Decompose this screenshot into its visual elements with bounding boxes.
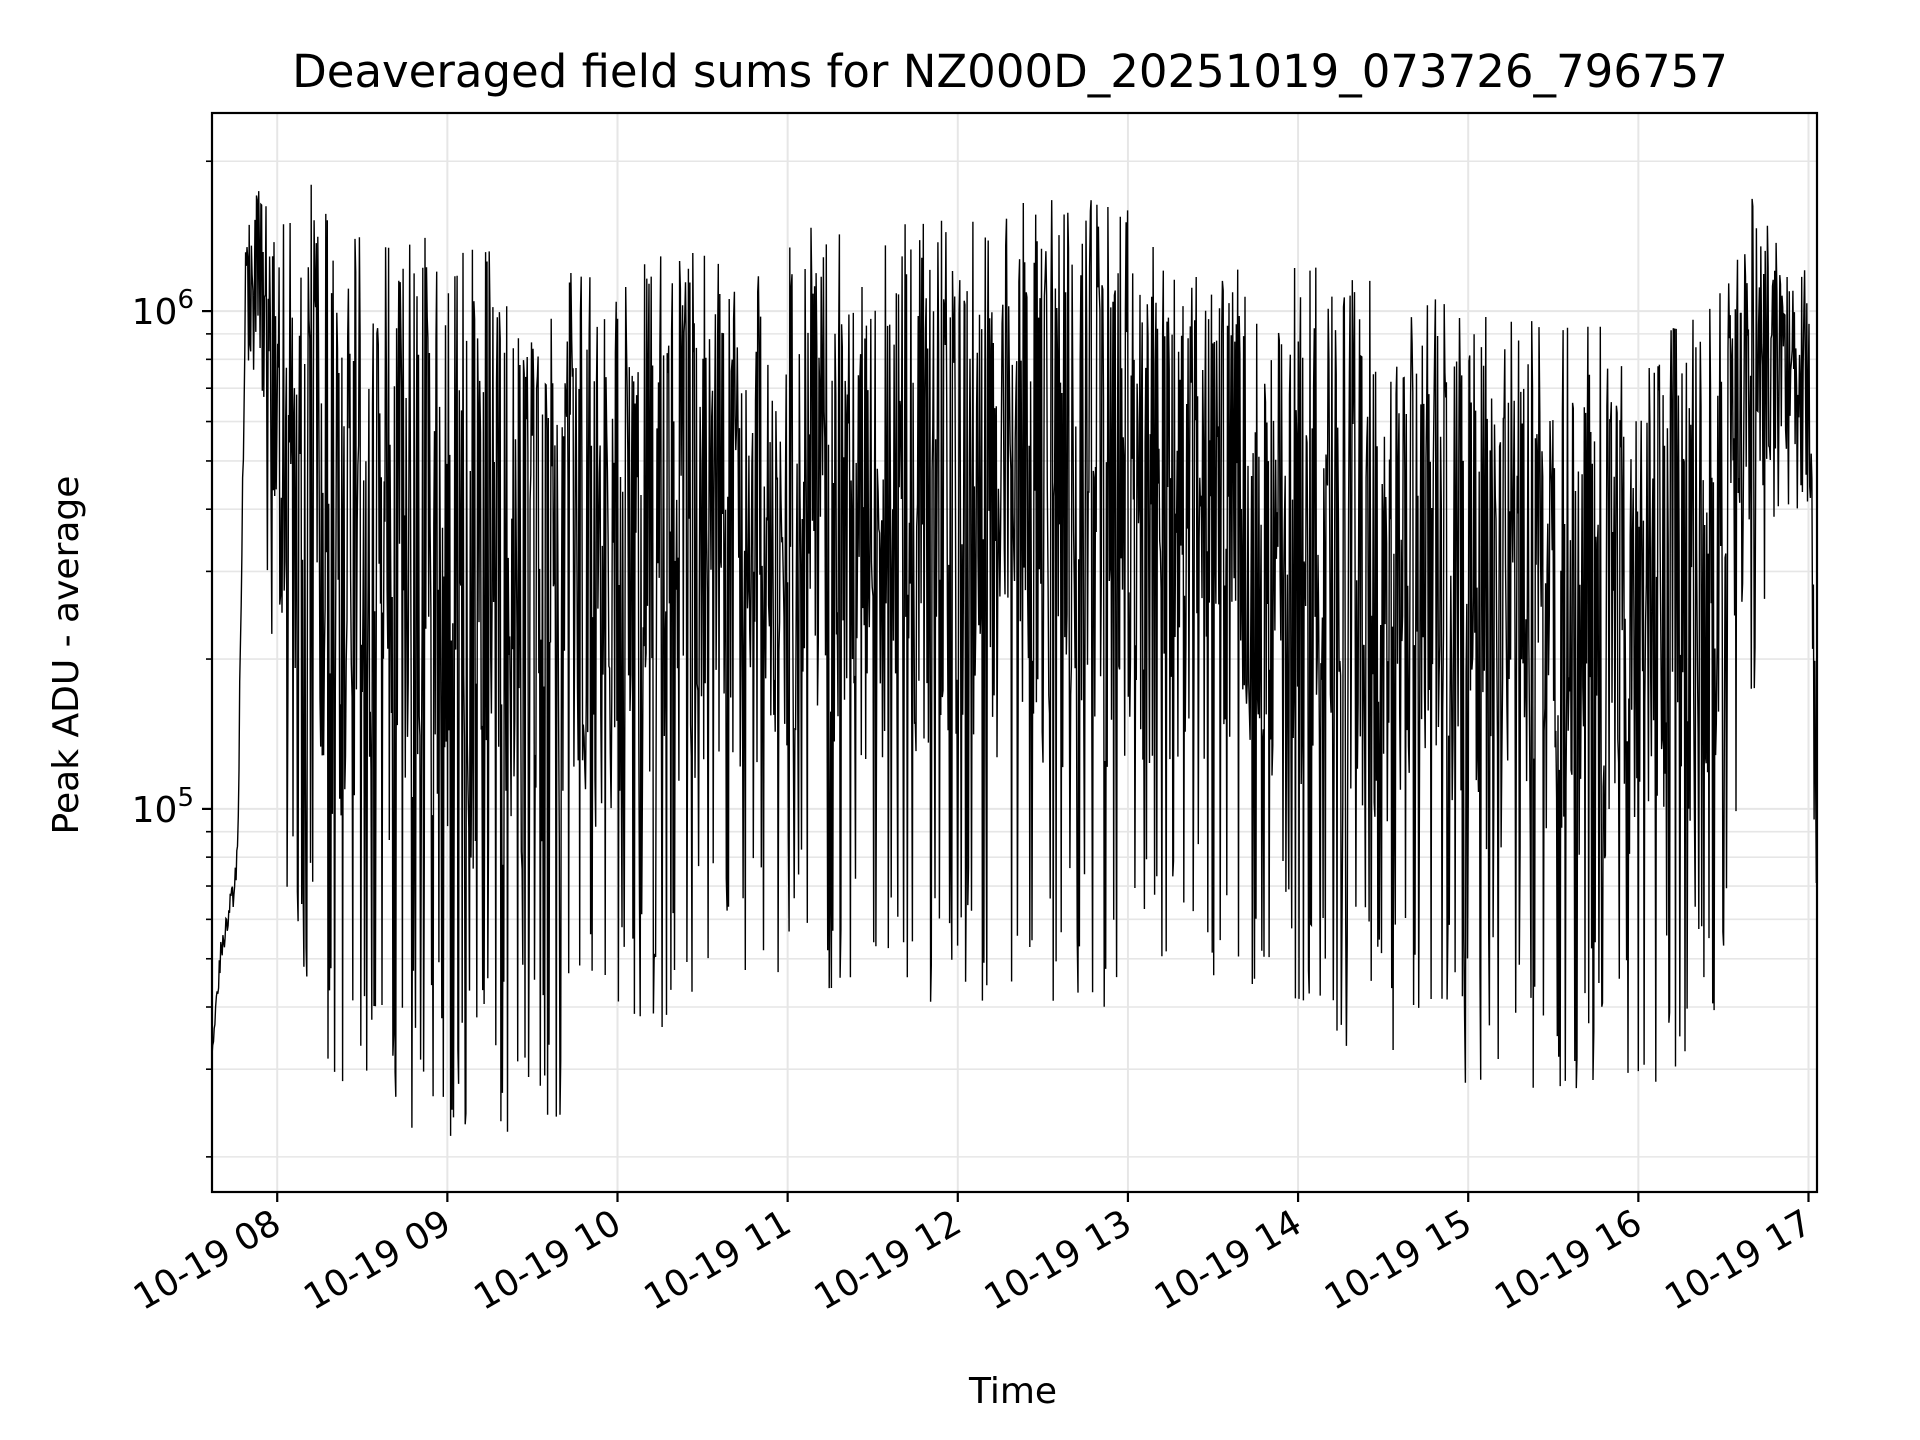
x-tick-label: 10-19 09 <box>297 1202 458 1318</box>
plot-area <box>212 184 1817 1136</box>
x-axis: 10-19 08 10-19 09 10-19 10 10-19 11 10-19 12… <box>127 1192 1819 1319</box>
x-tick-label: 10-19 17 <box>1658 1202 1819 1318</box>
x-tick-label: 10-19 14 <box>1148 1202 1309 1318</box>
x-tick-label: 10-19 11 <box>637 1202 798 1318</box>
x-tick-label: 10-19 08 <box>127 1202 288 1318</box>
x-tick-label: 10-19 13 <box>978 1202 1139 1318</box>
series-line <box>212 184 1817 1136</box>
x-tick-label: 10-19 12 <box>808 1202 969 1318</box>
x-tick-label: 10-19 15 <box>1318 1202 1479 1318</box>
x-axis-label: Time <box>968 1371 1057 1412</box>
x-tick-label: 10-19 10 <box>467 1202 628 1318</box>
y-tick-label: 106 <box>132 285 194 333</box>
y-tick-label: 105 <box>132 783 194 831</box>
y-axis-label: Peak ADU - average <box>46 476 87 835</box>
x-tick-label: 10-19 16 <box>1488 1202 1649 1318</box>
y-axis: 106 105 <box>132 160 212 1158</box>
chart-title: Deaveraged field sums for NZ000D_2025101… <box>292 45 1728 98</box>
plot-frame <box>210 111 1819 1194</box>
